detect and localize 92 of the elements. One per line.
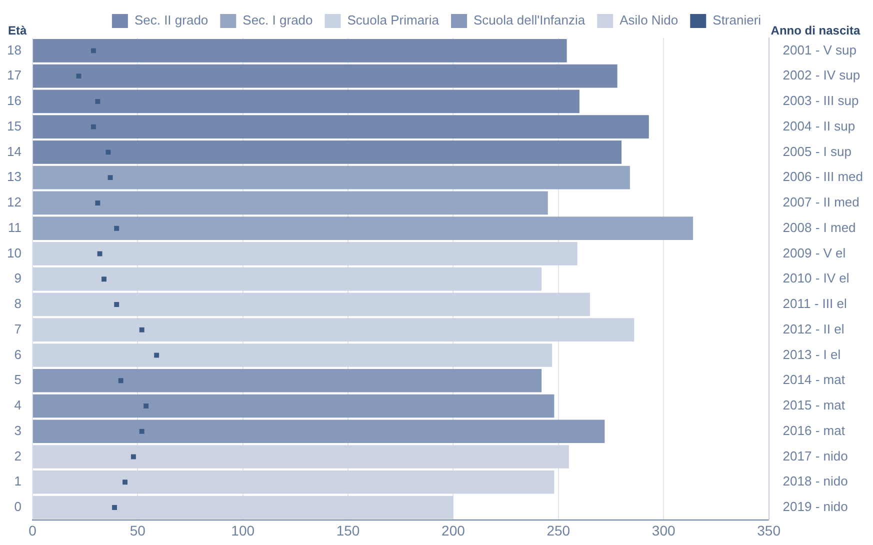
point (90, 48, 96, 54)
bar (32, 318, 634, 342)
y-axis-title: Età (8, 23, 27, 38)
point (95, 200, 100, 206)
point (112, 505, 117, 510)
point (95, 98, 100, 104)
y2-tick-label: 2018 - nido (782, 474, 848, 489)
bar (32, 216, 694, 240)
y-tick-label: 0 (14, 499, 22, 514)
y2-axis-title: Anno di nascita (770, 23, 860, 38)
point (106, 150, 111, 155)
x-tick-label: 50 (130, 522, 146, 538)
point (114, 226, 120, 231)
y2-tick-label: 2003 - III sup (782, 93, 859, 108)
y-tick-label: 17 (6, 68, 22, 83)
legend-label: Sec. II grado (134, 12, 208, 28)
y-tick-label: 6 (14, 346, 22, 362)
bar (32, 496, 454, 520)
bar (32, 344, 552, 367)
legend-label: Asilo Nido (620, 12, 678, 28)
x-tick-label: 150 (336, 522, 360, 538)
y2-tick-label: 2005 - I sup (782, 144, 852, 159)
bar (32, 394, 554, 418)
legend-label: Sec. I grado (242, 12, 313, 28)
y2-tick-label: 2019 - nido (782, 499, 848, 514)
x-tick-label: 300 (652, 522, 676, 538)
point (122, 480, 128, 485)
y2-tick-label: 2001 - V sup (782, 42, 857, 58)
bar (32, 140, 622, 164)
point (154, 352, 160, 358)
point (118, 378, 124, 384)
y2-tick-label: 2002 - IV sup (782, 68, 860, 83)
y-tick-label: 13 (6, 169, 22, 184)
bar (32, 242, 578, 266)
bar (32, 292, 590, 316)
point (102, 276, 106, 282)
y-tick-label: 15 (6, 118, 22, 134)
y-tick-label: 12 (6, 194, 22, 210)
y-tick-label: 18 (6, 42, 22, 58)
bar (32, 115, 649, 138)
bar (32, 64, 618, 88)
point (108, 175, 113, 180)
x-tick-label: 0 (28, 522, 37, 538)
y2-tick-label: 2006 - III med (782, 169, 864, 184)
y-tick-label: 8 (14, 296, 22, 312)
x-tick-label: 350 (757, 522, 781, 538)
y-tick-label: 11 (8, 220, 22, 235)
y-tick-label: 4 (14, 398, 22, 413)
y-tick-label: 1 (14, 474, 22, 489)
bar (32, 420, 605, 444)
y-tick-label: 7 (14, 321, 22, 336)
bar (32, 470, 554, 494)
y2-tick-label: 2010 - IV el (782, 270, 850, 286)
bar (32, 39, 567, 62)
bar (32, 267, 542, 291)
bar (32, 166, 630, 190)
y2-tick-label: 2013 - I el (782, 346, 841, 362)
y2-tick-label: 2008 - I med (782, 220, 856, 235)
y-tick-label: 9 (14, 270, 22, 286)
point (139, 428, 144, 434)
legend-label: Scuola Primaria (347, 12, 440, 28)
bar (32, 191, 548, 215)
bar (32, 445, 569, 468)
point (90, 124, 96, 130)
y-tick-label: 10 (6, 245, 22, 260)
y2-tick-label: 2009 - V el (782, 245, 846, 260)
point (76, 74, 82, 79)
legend-label: Scuola dell'Infanzia (474, 12, 586, 28)
y2-tick-label: 2017 - nido (782, 448, 848, 464)
bar (32, 368, 542, 392)
y2-tick-label: 2004 - II sup (782, 118, 856, 134)
point (139, 327, 144, 332)
point (130, 454, 136, 460)
legend-label: Stranieri (712, 12, 762, 28)
y-tick-label: 16 (6, 93, 22, 108)
bar (32, 90, 580, 114)
y2-tick-label: 2007 - II med (782, 194, 860, 210)
y2-tick-label: 2016 - mat (782, 422, 846, 438)
y2-tick-label: 2014 - mat (782, 372, 846, 388)
y2-tick-label: 2011 - III el (782, 296, 847, 312)
point (114, 302, 120, 307)
y-tick-label: 2 (14, 448, 22, 464)
point (144, 404, 149, 408)
x-tick-label: 250 (546, 522, 570, 538)
y-tick-label: 5 (14, 372, 22, 388)
y2-tick-label: 2015 - mat (782, 398, 846, 413)
x-tick-label: 100 (231, 522, 255, 538)
point (97, 251, 102, 256)
y-tick-label: 14 (6, 144, 22, 159)
y2-tick-label: 2012 - II el (782, 321, 844, 336)
y-tick-label: 3 (14, 422, 22, 438)
x-tick-label: 200 (442, 522, 466, 538)
